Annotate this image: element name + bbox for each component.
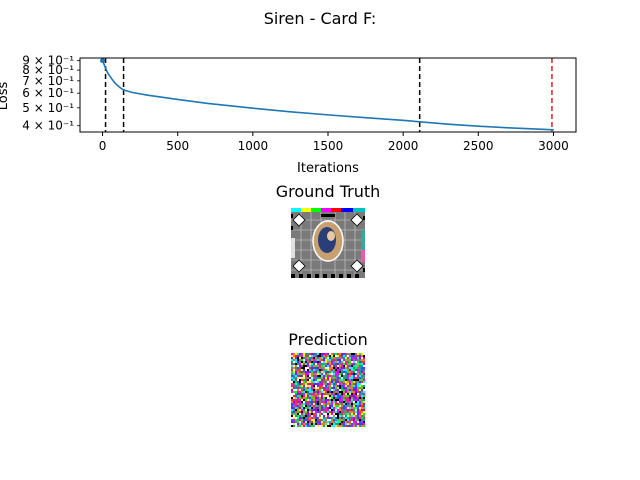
prediction-image — [291, 353, 365, 427]
x-tick-label-3: 1500 — [313, 139, 344, 153]
y-tick-label-1: 5 × 10⁻¹ — [22, 101, 74, 115]
loss-point-7 — [113, 81, 116, 84]
loss-point-22 — [477, 125, 479, 127]
series-layer — [100, 58, 555, 131]
loss-point-4 — [106, 71, 108, 73]
loss-point-21 — [447, 123, 449, 125]
loss-point-10 — [122, 89, 125, 91]
y-tick-label-3: 7 × 10⁻¹ — [22, 74, 74, 88]
loss-point-16 — [289, 111, 292, 113]
loss-point-14 — [207, 102, 209, 105]
loss-point-1 — [102, 61, 104, 64]
loss-point-5 — [107, 73, 110, 75]
loss-point-2 — [103, 63, 105, 65]
x-axis-ticks: 0 500 1000 1500 2000 2500 3000 — [99, 132, 569, 153]
loss-point-19 — [402, 119, 404, 121]
loss-point-11 — [132, 91, 134, 94]
loss-point-20 — [419, 121, 421, 123]
vertical-markers — [104, 58, 553, 132]
loss-point-13 — [177, 98, 179, 101]
loss-point-6 — [110, 77, 113, 80]
loss-point-9 — [119, 87, 122, 89]
loss-point-17 — [327, 114, 329, 116]
loss-point-12 — [147, 94, 149, 96]
figure-suptitle: Siren - Card F: — [264, 9, 377, 28]
x-tick-label-1: 500 — [166, 139, 189, 153]
y-tick-label-0: 4 × 10⁻¹ — [22, 119, 74, 133]
y-tick-label-2: 6 × 10⁻¹ — [22, 86, 74, 100]
y-axis-label: Loss — [0, 82, 11, 111]
loss-point-0 — [100, 58, 106, 64]
prediction-title: Prediction — [288, 330, 367, 349]
loss-point-15 — [252, 107, 254, 109]
x-tick-label-5: 2500 — [463, 139, 494, 153]
x-tick-label-4: 2000 — [388, 139, 419, 153]
loss-chart: 0 500 1000 1500 2000 2500 3000 4 × 10⁻¹ 5 × 10⁻… — [0, 54, 577, 176]
ground-truth-title: Ground Truth — [276, 182, 381, 201]
x-tick-label-2: 1000 — [238, 139, 269, 153]
x-axis-label: Iterations — [297, 161, 359, 176]
loss-point-18 — [364, 117, 367, 119]
loss-point-3 — [104, 67, 107, 69]
loss-point-23 — [507, 127, 509, 129]
loss-point-8 — [116, 84, 119, 87]
y-tick-label-4: 8 × 10⁻¹ — [22, 63, 74, 77]
y-tick-label-5: 9 × 10⁻¹ — [22, 54, 74, 68]
y-axis-ticks: 4 × 10⁻¹ 5 × 10⁻¹6 × 10⁻¹7 × 10⁻¹8 × 10⁻¹… — [22, 54, 80, 133]
x-tick-label-6: 3000 — [538, 139, 569, 153]
x-tick-label-0: 0 — [99, 139, 107, 153]
plot-background — [80, 58, 576, 132]
loss-point-24 — [552, 129, 555, 131]
ground-truth-image — [291, 208, 365, 278]
